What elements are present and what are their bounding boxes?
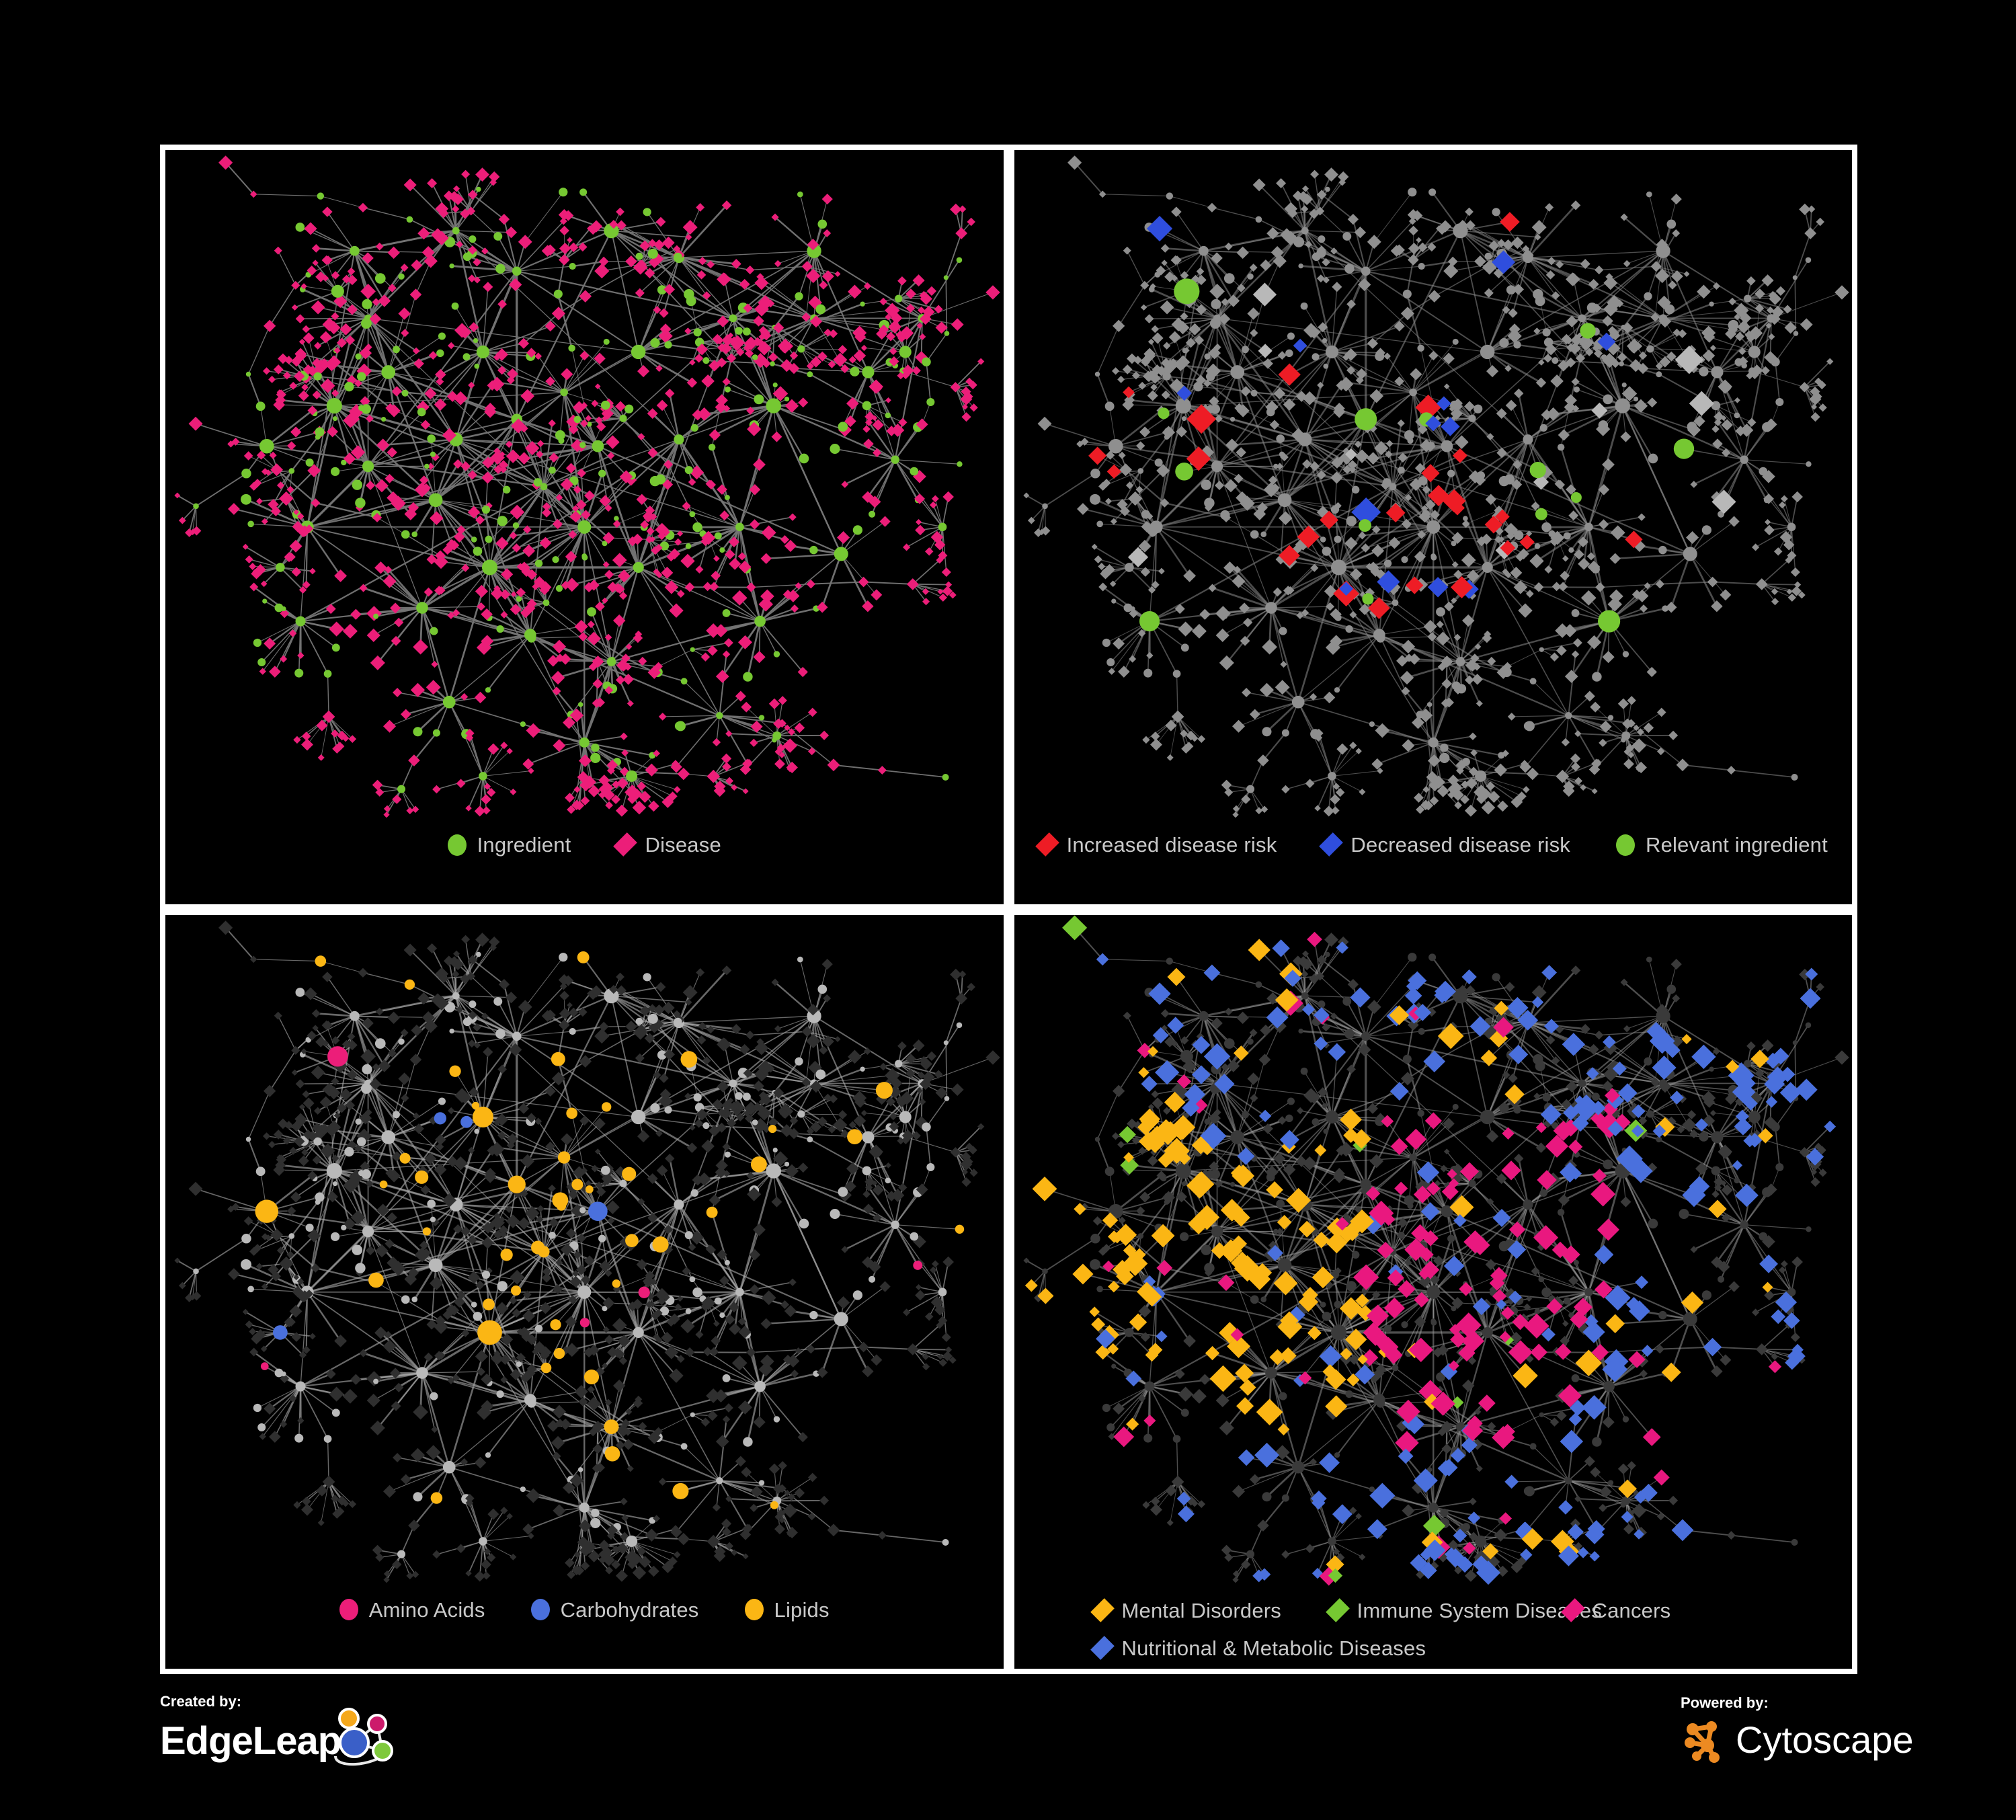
network-graph-2: [1022, 155, 1849, 818]
mental-disorders-swatch-icon: [1090, 1598, 1115, 1622]
legend-item-increased-risk[interactable]: Increased disease risk: [1035, 832, 1277, 857]
legend-label: Ingredient: [477, 833, 571, 857]
cancers-swatch-icon: [1560, 1598, 1585, 1622]
figure-footer: Created by: EdgeLeap Powered by:: [0, 1681, 2016, 1820]
legend-panel-1: Ingredient Disease: [165, 824, 1004, 904]
legend-label: Disease: [645, 832, 721, 857]
network-graph-4: [1022, 914, 1849, 1585]
legend-item-mental-disorders[interactable]: Mental Disorders: [1090, 1595, 1309, 1626]
network-canvas-1[interactable]: [165, 150, 1004, 824]
relevant-ingredient-swatch-icon: [1616, 834, 1635, 856]
panel-disease-risk[interactable]: Increased disease risk Decreased disease…: [1014, 150, 1853, 904]
legend-item-amino-acids[interactable]: Amino Acids: [339, 1599, 485, 1620]
powered-by-kicker: Powered by:: [1681, 1694, 1769, 1711]
decreased-risk-swatch-icon: [1319, 832, 1344, 857]
legend-label: Cancers: [1592, 1598, 1671, 1622]
panel-nutrient-class[interactable]: Amino Acids Carbohydrates Lipids: [165, 914, 1004, 1669]
legend-label: Carbohydrates: [560, 1597, 699, 1622]
panel-ingredient-disease[interactable]: Ingredient Disease: [165, 150, 1004, 904]
panel-grid: Ingredient Disease Increased disease ris…: [160, 145, 1857, 1674]
nutritional-metabolic-swatch-icon: [1090, 1636, 1115, 1660]
legend-panel-4: Mental Disorders Immune System Diseases …: [1014, 1588, 1853, 1669]
legend-item-decreased-risk[interactable]: Decreased disease risk: [1319, 832, 1570, 857]
legend-panel-3: Amino Acids Carbohydrates Lipids: [165, 1588, 1004, 1669]
cytoscape-wordmark: Cytoscape: [1736, 1718, 1914, 1761]
network-canvas-4[interactable]: [1014, 914, 1853, 1589]
edgeleap-logo-icon: [334, 1708, 394, 1766]
legend-item-cancers[interactable]: Cancers: [1560, 1595, 1779, 1626]
legend-item-ingredient[interactable]: Ingredient: [447, 833, 571, 857]
network-canvas-2[interactable]: [1014, 150, 1853, 824]
legend-item-relevant-ingredient[interactable]: Relevant ingredient: [1616, 834, 1828, 856]
immune-system-swatch-icon: [1325, 1598, 1350, 1622]
network-graph-1: [174, 155, 1000, 818]
legend-label: Increased disease risk: [1066, 832, 1277, 857]
legend-label: Relevant ingredient: [1646, 833, 1828, 857]
legend-panel-2: Increased disease risk Decreased disease…: [1014, 824, 1853, 904]
network-graph-3: [174, 920, 1000, 1583]
carbohydrates-swatch-icon: [530, 1599, 550, 1620]
legend-label: Decreased disease risk: [1350, 832, 1570, 857]
amino-acids-swatch-icon: [339, 1599, 358, 1620]
legend-label: Mental Disorders: [1121, 1598, 1282, 1622]
lipids-swatch-icon: [744, 1599, 764, 1620]
legend-label: Amino Acids: [368, 1597, 485, 1622]
legend-item-immune-system-diseases[interactable]: Immune System Diseases: [1325, 1595, 1602, 1626]
panel-disease-class[interactable]: Mental Disorders Immune System Diseases …: [1014, 914, 1853, 1669]
increased-risk-swatch-icon: [1035, 832, 1059, 857]
disease-swatch-icon: [613, 832, 638, 857]
legend-item-lipids[interactable]: Lipids: [744, 1597, 830, 1622]
legend-label: Immune System Diseases: [1357, 1598, 1602, 1622]
legend-label: Lipids: [774, 1597, 830, 1622]
ingredient-swatch-icon: [447, 834, 467, 856]
legend-label: Nutritional & Metabolic Diseases: [1121, 1636, 1426, 1660]
cytoscape-logo-icon: [1685, 1721, 1720, 1763]
edgeleap-wordmark: EdgeLeap: [160, 1719, 341, 1763]
network-canvas-3[interactable]: [165, 915, 1004, 1589]
cytoscape-branding: Powered by:: [1681, 1694, 1914, 1764]
legend-item-carbohydrates[interactable]: Carbohydrates: [530, 1597, 699, 1622]
edgeleap-branding: Created by: EdgeLeap: [160, 1693, 405, 1768]
created-by-kicker: Created by:: [160, 1693, 242, 1710]
legend-item-nutritional-metabolic[interactable]: Nutritional & Metabolic Diseases: [1090, 1632, 1426, 1663]
legend-item-disease[interactable]: Disease: [613, 832, 721, 857]
